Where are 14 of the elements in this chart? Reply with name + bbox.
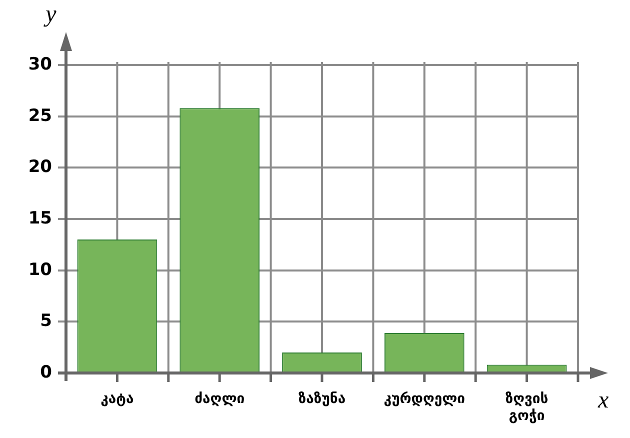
x-tick-label: კატა (100, 391, 134, 408)
x-tick-label: ზაზუნა (298, 391, 346, 408)
y-tick-label: 25 (28, 106, 52, 126)
x-tick-label: ზღვის გოჭი (505, 391, 548, 424)
y-tick-label: 20 (28, 157, 52, 178)
x-tick-label: ძაღლი (194, 391, 245, 408)
y-tick-label: 15 (28, 208, 52, 228)
y-tick-label: 5 (40, 311, 52, 332)
x-axis-title: x (597, 387, 609, 414)
y-axis-title: y (44, 1, 57, 28)
y-tick-label: 30 (28, 54, 52, 74)
x-tick-label: კურდღელი (384, 391, 466, 408)
y-tick-label: 0 (40, 362, 52, 382)
y-tick-label: 10 (28, 260, 52, 280)
